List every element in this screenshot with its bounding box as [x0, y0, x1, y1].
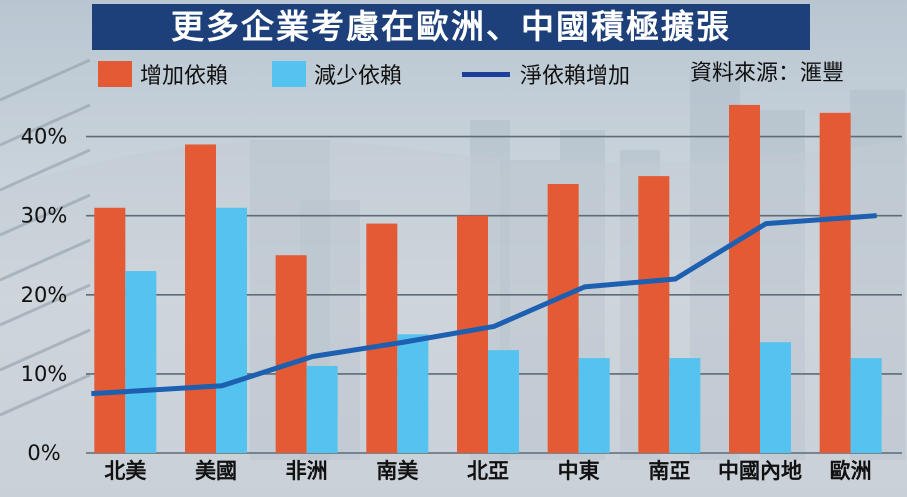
bar-decrease — [306, 365, 338, 453]
source-note: 資料來源：滙豐 — [690, 61, 845, 86]
bar-decrease — [488, 350, 519, 453]
legend-decrease: 減少依賴 — [272, 60, 403, 89]
legend-net-label: 淨依賴增加 — [520, 64, 631, 89]
bar-decrease — [216, 207, 247, 453]
legend-increase-swatch — [98, 61, 132, 87]
bar-increase — [94, 207, 126, 453]
bar-increase — [185, 144, 216, 453]
bar-increase — [275, 255, 307, 453]
bg-scaffold — [0, 58, 91, 102]
x-tick-label: 中國內地 — [718, 459, 802, 483]
legend-decrease-label: 減少依賴 — [314, 64, 403, 89]
bg-scaffold — [0, 238, 91, 282]
bar-decrease — [578, 358, 610, 453]
x-tick-label: 非洲 — [286, 459, 328, 483]
y-tick-label: 30% — [21, 204, 68, 228]
legend-decrease-swatch — [272, 61, 306, 87]
bg-scaffold — [0, 373, 91, 417]
bg-scaffold — [0, 193, 91, 237]
x-tick-label: 中東 — [558, 459, 600, 483]
bar-decrease — [397, 334, 429, 453]
bar-decrease — [760, 342, 791, 453]
bar-decrease — [850, 358, 882, 453]
chart-title: 更多企業考慮在歐洲、中國積極擴張 — [92, 4, 810, 50]
legend-net-swatch — [462, 71, 510, 77]
y-tick-label: 40% — [21, 125, 68, 149]
bar-increase — [729, 104, 760, 454]
bg-scaffold — [0, 283, 91, 327]
bg-scaffold — [0, 328, 91, 372]
bg-scaffold — [0, 103, 91, 147]
y-tick-label: 20% — [21, 283, 68, 307]
x-tick-labels: 北美 美國 非洲 南美 北亞 中東 南亞 中國內地 歐洲 — [104, 459, 871, 483]
bg-scaffold — [0, 148, 91, 192]
bar-group — [94, 104, 882, 454]
net-line-group — [91, 213, 877, 397]
x-tick-label: 南亞 — [648, 459, 690, 483]
x-tick-label: 歐洲 — [830, 459, 872, 483]
legend-increase-label: 增加依賴 — [140, 64, 229, 89]
bar-decrease — [125, 271, 157, 453]
legend-increase: 增加依賴 — [98, 60, 229, 89]
x-tick-label: 北亞 — [467, 459, 509, 483]
x-tick-label: 北美 — [104, 459, 146, 483]
legend-net: 淨依賴增加 — [462, 60, 631, 89]
x-tick-label: 南美 — [376, 459, 418, 483]
bar-increase — [547, 184, 579, 453]
bar-increase — [819, 112, 851, 454]
bar-decrease — [669, 358, 701, 453]
y-tick-label: 0% — [27, 441, 60, 465]
bar-increase — [638, 176, 670, 453]
bar-increase — [366, 223, 398, 453]
y-tick-labels: 0% 10% 20% 30% 40% — [21, 125, 68, 465]
y-tick-label: 10% — [21, 362, 68, 386]
x-tick-label: 美國 — [195, 459, 237, 483]
